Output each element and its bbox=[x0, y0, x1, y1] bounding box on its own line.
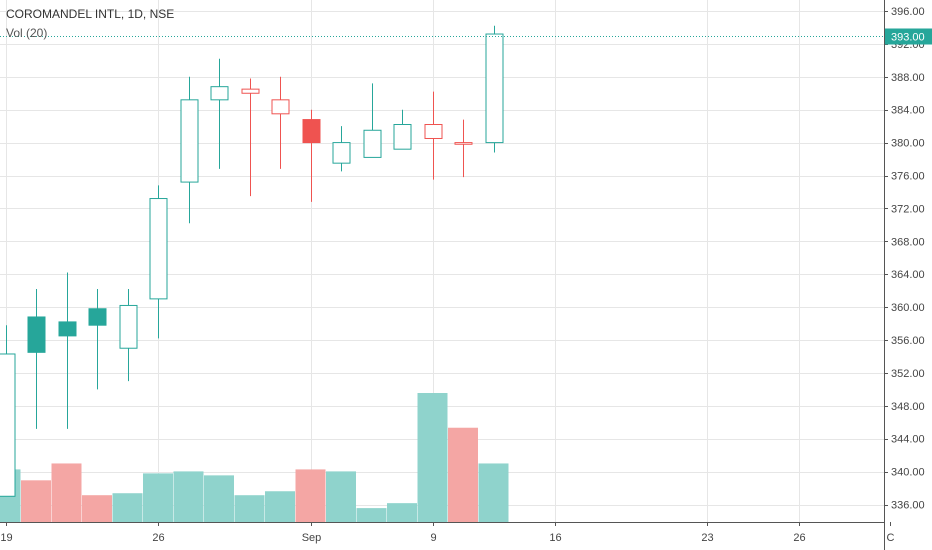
candle bbox=[332, 126, 351, 172]
candle-body bbox=[149, 198, 168, 300]
time-tick-label: 16 bbox=[549, 532, 561, 544]
time-tick-label: 9 bbox=[430, 532, 436, 544]
candle-body bbox=[332, 142, 351, 164]
price-tick-label: 388.00 bbox=[891, 72, 925, 84]
time-tick-label: 26 bbox=[152, 532, 164, 544]
price-tick-label: 348.00 bbox=[891, 401, 925, 413]
candle-body bbox=[424, 124, 443, 139]
candle-body bbox=[0, 353, 16, 497]
time-tick-label: Sep bbox=[302, 532, 322, 544]
candle bbox=[0, 325, 16, 497]
candle bbox=[454, 119, 473, 178]
candle-body bbox=[485, 33, 504, 144]
time-axis-background bbox=[0, 522, 884, 550]
candle-body bbox=[58, 321, 77, 337]
candle bbox=[149, 185, 168, 339]
candle bbox=[241, 78, 260, 197]
price-tick-label: 360.00 bbox=[891, 302, 925, 314]
time-tick-label: 26 bbox=[793, 532, 805, 544]
price-tick-label: 368.00 bbox=[891, 236, 925, 248]
candle-body bbox=[393, 124, 412, 150]
volume-bar bbox=[51, 463, 82, 522]
price-tick-label: 340.00 bbox=[891, 467, 925, 479]
volume-bar bbox=[234, 495, 265, 522]
volume-bar bbox=[112, 493, 143, 522]
candle bbox=[27, 289, 46, 429]
volume-indicator-label[interactable]: Vol (20) bbox=[6, 26, 48, 40]
volume-series bbox=[0, 393, 509, 522]
volume-bar bbox=[204, 475, 234, 522]
candle bbox=[393, 109, 412, 150]
candle-body bbox=[454, 142, 473, 145]
last-price-tag-background bbox=[885, 28, 932, 45]
volume-bar bbox=[326, 471, 356, 522]
volume-bar bbox=[448, 427, 478, 522]
price-tick-label: 396.00 bbox=[891, 6, 925, 18]
last-price-tag-label: 393.00 bbox=[891, 32, 925, 44]
candle bbox=[180, 76, 199, 224]
candle-body bbox=[241, 88, 260, 94]
price-axis-background bbox=[884, 0, 932, 550]
candle-body bbox=[302, 119, 321, 144]
volume-bar bbox=[417, 393, 448, 522]
volume-bar bbox=[21, 480, 51, 522]
price-tick-label: 336.00 bbox=[891, 500, 925, 512]
candle bbox=[88, 289, 107, 390]
time-tick-label: C bbox=[887, 532, 895, 544]
candle-body bbox=[180, 99, 199, 183]
candle-body bbox=[210, 86, 229, 101]
price-tick-label: 372.00 bbox=[891, 203, 925, 215]
candle bbox=[210, 58, 229, 169]
candle bbox=[302, 109, 321, 202]
price-tick-label: 364.00 bbox=[891, 269, 925, 281]
price-axis[interactable]: 396.00392.00388.00384.00380.00376.00372.… bbox=[884, 0, 932, 550]
price-tick-label: 376.00 bbox=[891, 171, 925, 183]
price-tick-label: 380.00 bbox=[891, 138, 925, 150]
candle-body bbox=[119, 304, 138, 349]
volume-bar bbox=[478, 463, 509, 522]
time-tick-label: 23 bbox=[701, 532, 713, 544]
candle bbox=[485, 25, 504, 153]
candlestick-series bbox=[0, 25, 504, 497]
candle bbox=[271, 76, 290, 169]
candle bbox=[119, 289, 138, 382]
volume-bar bbox=[143, 473, 173, 522]
time-axis[interactable]: 19 26 Sep 9 16 23 26 C bbox=[0, 522, 895, 550]
price-tick-label: 344.00 bbox=[891, 434, 925, 446]
volume-bar bbox=[173, 471, 204, 522]
candle bbox=[58, 272, 77, 429]
symbol-title: COROMANDEL INTL, 1D, NSE bbox=[6, 7, 175, 21]
candle bbox=[424, 91, 443, 180]
candle-body bbox=[271, 99, 290, 115]
volume-bar bbox=[387, 503, 417, 522]
price-tick-label: 352.00 bbox=[891, 368, 925, 380]
price-tick-label: 384.00 bbox=[891, 105, 925, 117]
price-tick-label: 356.00 bbox=[891, 335, 925, 347]
candle-body bbox=[88, 308, 107, 326]
candle-body bbox=[363, 129, 382, 158]
volume-bar bbox=[82, 495, 112, 522]
volume-bar bbox=[356, 508, 387, 522]
time-tick-label: 19 bbox=[0, 532, 12, 544]
last-price-tag: 393.00 bbox=[885, 28, 932, 45]
volume-bar bbox=[265, 491, 295, 522]
candle-body bbox=[27, 316, 46, 353]
volume-bar bbox=[295, 469, 326, 522]
candle bbox=[363, 83, 382, 158]
